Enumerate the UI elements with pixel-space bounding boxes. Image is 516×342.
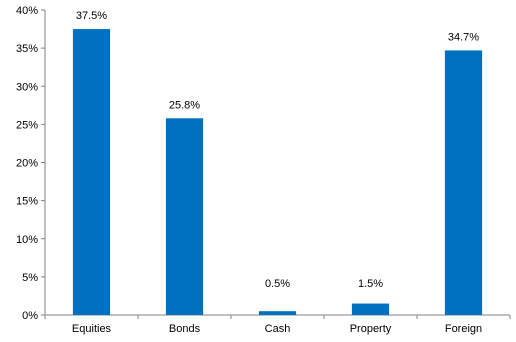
y-tick-label: 25% bbox=[16, 119, 38, 131]
y-tick-label: 35% bbox=[16, 43, 38, 55]
bar-cash bbox=[258, 311, 297, 315]
y-tick-label: 30% bbox=[16, 81, 38, 93]
data-label: 1.5% bbox=[358, 278, 383, 290]
y-tick-label: 5% bbox=[22, 272, 38, 284]
bar-bonds bbox=[165, 118, 204, 316]
x-tick-label: Property bbox=[350, 323, 392, 335]
x-axis: Equities Bonds Cash Property Foreign bbox=[44, 314, 511, 335]
x-tick-label: Equities bbox=[72, 323, 112, 335]
y-tick-label: 10% bbox=[16, 234, 38, 246]
y-tick-label: 15% bbox=[16, 196, 38, 208]
x-tick-label: Foreign bbox=[445, 323, 482, 335]
data-label: 0.5% bbox=[265, 278, 290, 290]
bar-foreign bbox=[444, 50, 483, 315]
y-axis: 0% 5% 10% 15% 20% 25% 30% 35% 40% bbox=[16, 5, 46, 322]
y-tick-label: 20% bbox=[16, 158, 38, 170]
y-tick-label: 0% bbox=[22, 310, 38, 322]
bar-property bbox=[351, 303, 390, 315]
x-tick-label: Bonds bbox=[169, 323, 201, 335]
bar-equities bbox=[72, 29, 111, 315]
data-label: 25.8% bbox=[169, 99, 200, 111]
x-tick-label: Cash bbox=[265, 323, 291, 335]
data-labels: 37.5% 25.8% 0.5% 1.5% 34.7% bbox=[76, 10, 479, 290]
y-tick-label: 40% bbox=[16, 5, 38, 17]
data-label: 34.7% bbox=[448, 31, 479, 43]
data-label: 37.5% bbox=[76, 10, 107, 22]
bar-series bbox=[72, 29, 483, 316]
